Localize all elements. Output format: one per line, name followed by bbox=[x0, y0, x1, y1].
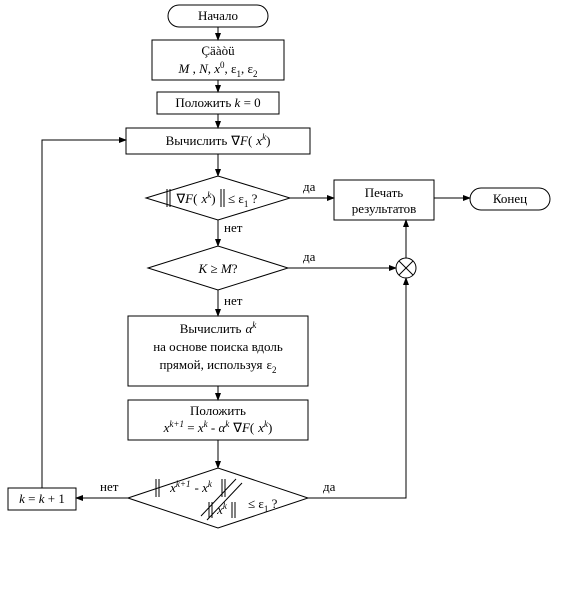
set-k-text: Положить k = 0 bbox=[175, 95, 260, 110]
d2-no: нет bbox=[224, 293, 243, 308]
d1-no: нет bbox=[224, 220, 243, 235]
d3-yes: да bbox=[323, 479, 336, 494]
update-l1: Положить bbox=[190, 403, 246, 418]
start-label: Начало bbox=[198, 8, 238, 23]
increment-text: k = k + 1 bbox=[19, 491, 65, 506]
decision2-text: K ≥ M? bbox=[198, 261, 238, 276]
input-line1: Çäàòü bbox=[201, 43, 235, 58]
decision-grad-norm bbox=[146, 176, 290, 220]
d3-no: нет bbox=[100, 479, 119, 494]
alpha-l2: на основе поиска вдоль bbox=[153, 339, 283, 354]
d1-yes: да bbox=[303, 179, 316, 194]
alpha-l1: Вычислить αk bbox=[180, 320, 258, 337]
edge-d3-sum bbox=[308, 278, 406, 498]
end-label: Конец bbox=[493, 191, 527, 206]
print-l2: результатов bbox=[352, 201, 417, 216]
print-l1: Печать bbox=[365, 185, 403, 200]
compute-grad-text: Вычислить ∇F( xk) bbox=[166, 132, 271, 149]
edge-inc-comp bbox=[42, 140, 126, 488]
d2-yes: да bbox=[303, 249, 316, 264]
